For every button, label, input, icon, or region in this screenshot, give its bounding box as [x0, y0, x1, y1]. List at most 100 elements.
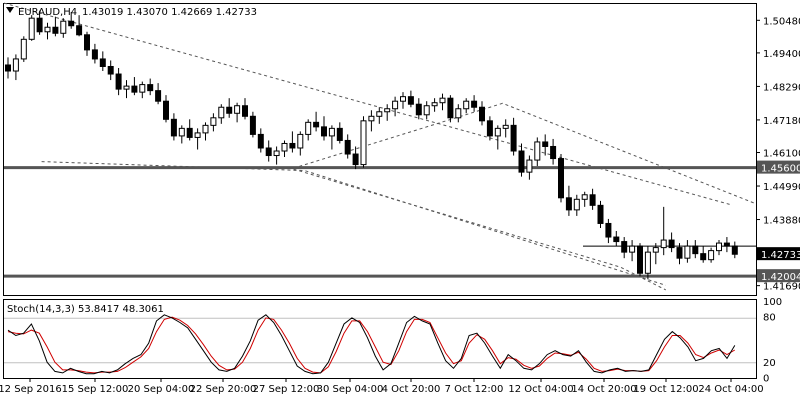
candle	[273, 146, 280, 165]
horizontal-levels	[4, 166, 756, 278]
candle	[376, 107, 383, 124]
level-price-label: 1.45600	[761, 164, 800, 175]
candle-body	[12, 58, 19, 72]
candle	[621, 237, 628, 259]
candle-body	[510, 124, 517, 152]
candle	[471, 95, 478, 112]
candle	[249, 111, 256, 138]
stoch-main-line	[7, 314, 736, 375]
candle-body	[629, 245, 636, 253]
candle	[716, 240, 722, 256]
candle	[68, 12, 75, 29]
candle	[660, 206, 667, 256]
candle	[668, 232, 675, 253]
candle-body	[479, 106, 485, 122]
candle-body	[455, 108, 462, 119]
candle	[360, 116, 367, 168]
candle-body	[368, 115, 375, 122]
candle	[352, 146, 359, 170]
candle	[297, 131, 304, 156]
channel-lines	[3, 2, 757, 291]
candle	[629, 240, 636, 262]
time-tick-label: 27 Sep 12:00	[253, 384, 320, 395]
current-price-label: 1.42733	[761, 250, 800, 261]
candle-body	[621, 241, 628, 253]
candle	[400, 92, 406, 109]
candle	[676, 243, 683, 265]
candle-body	[321, 126, 327, 137]
candle-body	[684, 245, 691, 259]
candle-body	[692, 245, 699, 255]
candle-body	[44, 26, 51, 33]
candle-body	[660, 239, 667, 249]
candle-body	[471, 100, 478, 108]
candle	[76, 15, 83, 37]
candle-body	[676, 247, 683, 259]
time-tick-label: 24 Oct 04:00	[698, 384, 763, 395]
candle	[305, 119, 312, 141]
candle	[455, 104, 462, 123]
candle	[170, 113, 177, 141]
candle	[226, 98, 233, 118]
level-price-box	[757, 269, 800, 283]
candle-body	[613, 236, 620, 243]
candle-body	[163, 100, 169, 120]
candle	[186, 119, 193, 141]
candle-body	[202, 124, 209, 134]
candle-body	[265, 147, 272, 157]
candle	[605, 218, 612, 244]
candle	[558, 154, 564, 203]
candle-body	[218, 106, 225, 119]
candle-body	[123, 85, 130, 90]
candle-body	[392, 100, 399, 110]
candle-body	[328, 127, 335, 137]
time-tick-label: 15 Sep 12:00	[62, 384, 129, 395]
candle	[613, 231, 620, 247]
candle-body	[242, 105, 248, 117]
stochastic-lines	[7, 314, 736, 375]
candle-body	[534, 141, 541, 161]
candle-body	[439, 97, 446, 104]
candle-body	[170, 118, 177, 137]
candle	[479, 101, 485, 126]
price-tick-label: 1.41690	[763, 282, 800, 293]
candle-body	[558, 158, 564, 199]
candle-body	[352, 153, 359, 166]
channel-line-4	[41, 161, 666, 286]
candle-body	[36, 17, 43, 33]
candle-body	[226, 106, 233, 114]
main-pane-frame	[3, 3, 757, 296]
candle	[415, 98, 422, 120]
candle	[447, 95, 454, 123]
candle	[463, 98, 470, 114]
candle-body	[60, 20, 67, 34]
candle	[28, 15, 35, 41]
candle	[486, 116, 493, 141]
candle	[384, 104, 391, 121]
candle	[550, 138, 557, 165]
candle-body	[637, 245, 643, 274]
time-tick-label: 14 Oct 20:00	[571, 384, 636, 395]
candle-body	[723, 242, 730, 247]
stoch-pane-frame	[3, 299, 757, 379]
candle	[321, 116, 327, 141]
candle	[392, 96, 399, 117]
time-tick-label: 30 Sep 04:00	[317, 384, 384, 395]
candle-body	[573, 198, 580, 211]
candle-body	[407, 96, 414, 105]
candle	[107, 60, 114, 81]
candle-body	[581, 194, 588, 200]
symbol-timeframe: EURAUD,H4	[18, 7, 77, 18]
candle	[652, 243, 659, 265]
candle-body	[28, 17, 35, 40]
candle-body	[605, 222, 612, 238]
candle-body	[234, 105, 241, 114]
stoch-axis: 100 80 20 0	[763, 297, 782, 384]
candle	[573, 194, 580, 216]
candle	[597, 200, 604, 228]
candle-body	[147, 84, 154, 92]
price-axis: 1.50480 1.49400 1.48290 1.47180 1.46100 1.449…	[756, 16, 800, 293]
stoch-tick-label: 20	[763, 358, 776, 369]
